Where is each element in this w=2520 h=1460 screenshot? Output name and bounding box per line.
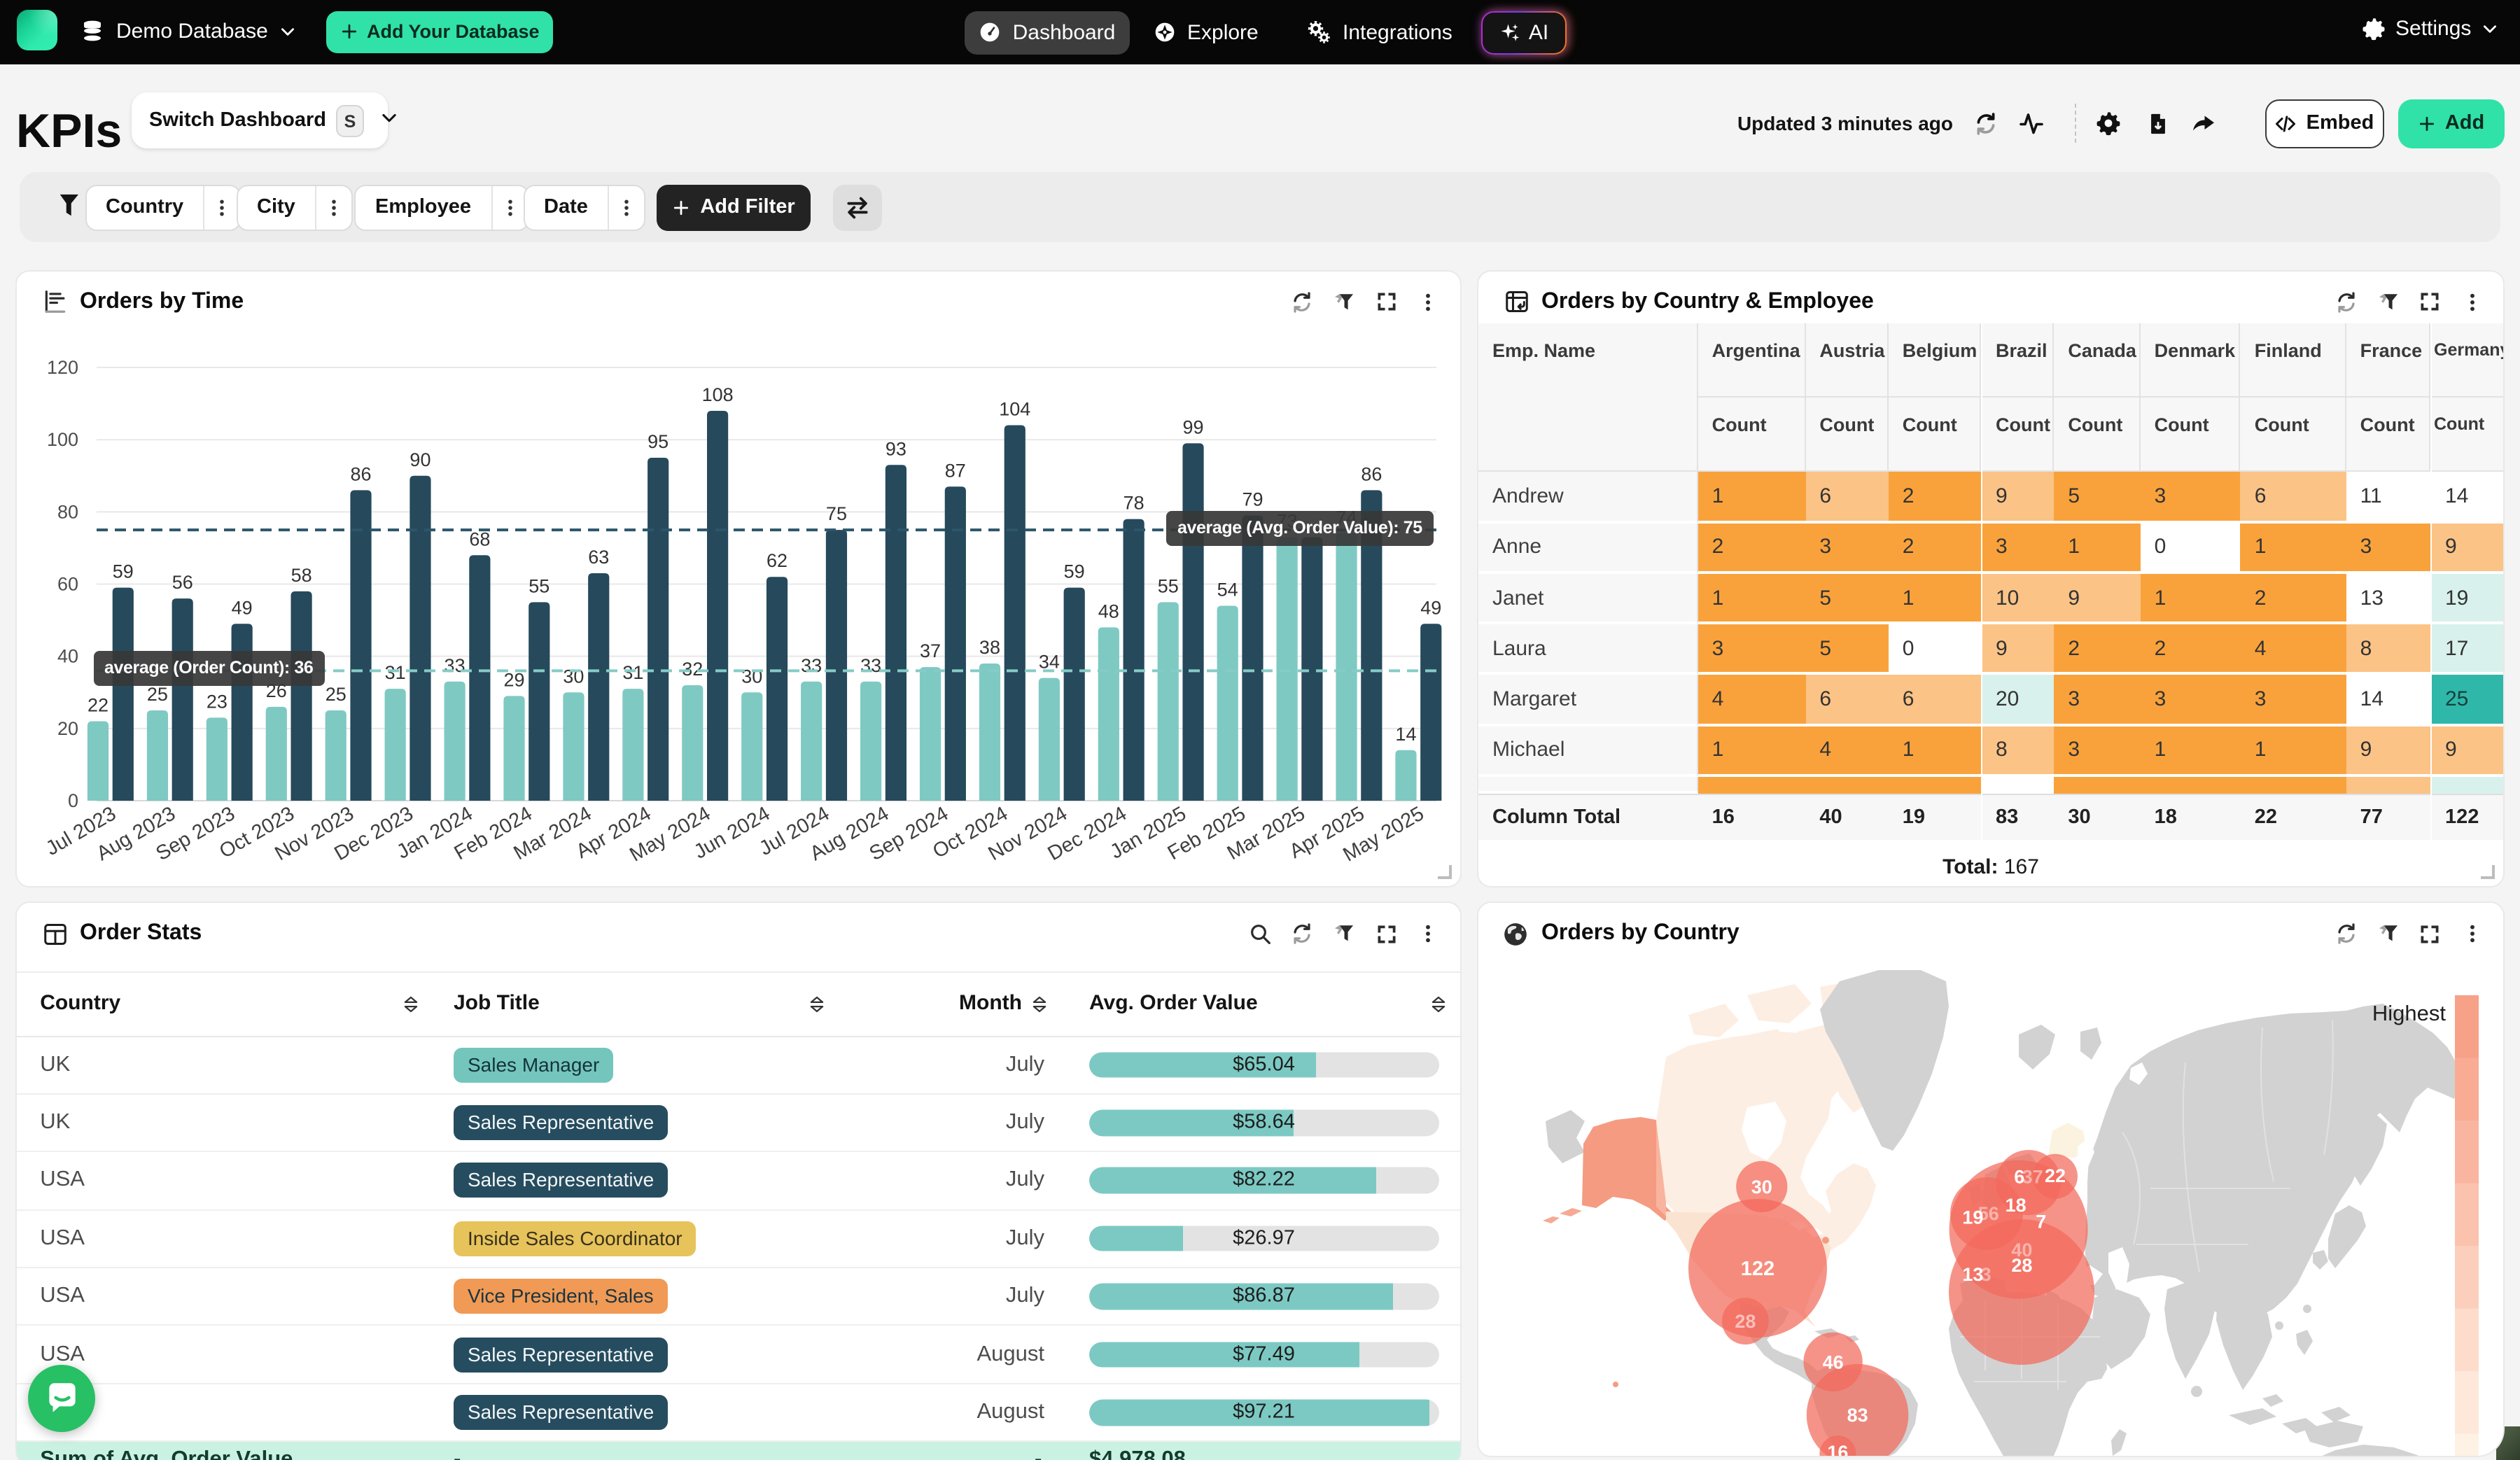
svg-text:120: 120: [47, 356, 78, 377]
svg-text:80: 80: [57, 500, 78, 521]
svg-text:63: 63: [588, 546, 609, 567]
svg-text:28: 28: [1735, 1311, 1756, 1332]
svg-text:13: 13: [1962, 1264, 1983, 1285]
svg-text:55: 55: [1158, 575, 1179, 596]
svg-text:25: 25: [147, 683, 168, 704]
svg-text:54: 54: [1217, 578, 1238, 599]
svg-text:49: 49: [232, 596, 253, 617]
svg-text:29: 29: [503, 668, 524, 689]
svg-text:68: 68: [469, 528, 490, 549]
svg-text:14: 14: [1395, 723, 1416, 744]
svg-text:40: 40: [2011, 1240, 2032, 1261]
svg-text:6: 6: [2014, 1166, 2024, 1187]
svg-text:34: 34: [1039, 651, 1060, 672]
svg-text:62: 62: [766, 549, 788, 570]
svg-text:3: 3: [1981, 1264, 1991, 1285]
svg-text:86: 86: [1361, 463, 1382, 484]
svg-text:79: 79: [1242, 489, 1263, 510]
svg-text:86: 86: [350, 463, 371, 484]
svg-text:31: 31: [385, 661, 406, 682]
svg-text:104: 104: [999, 398, 1030, 419]
svg-text:20: 20: [57, 717, 78, 738]
svg-text:56: 56: [172, 571, 193, 592]
svg-text:87: 87: [945, 459, 966, 480]
svg-text:7: 7: [2036, 1212, 2046, 1233]
svg-text:37: 37: [2022, 1166, 2043, 1187]
svg-text:46: 46: [1823, 1352, 1844, 1373]
svg-text:22: 22: [2045, 1165, 2066, 1186]
svg-text:49: 49: [1420, 596, 1441, 617]
svg-text:Highest: Highest: [2372, 1001, 2446, 1025]
svg-text:0: 0: [68, 789, 78, 810]
svg-text:32: 32: [682, 658, 703, 679]
svg-text:58: 58: [291, 564, 312, 585]
svg-text:95: 95: [648, 430, 668, 451]
svg-text:93: 93: [886, 437, 906, 458]
svg-text:90: 90: [410, 449, 430, 470]
svg-text:25: 25: [326, 683, 346, 704]
svg-text:55: 55: [528, 575, 550, 596]
svg-text:30: 30: [563, 665, 584, 686]
svg-text:37: 37: [920, 640, 941, 661]
svg-text:33: 33: [860, 654, 881, 675]
svg-text:122: 122: [1741, 1258, 1774, 1280]
svg-text:31: 31: [622, 661, 643, 682]
svg-text:59: 59: [1064, 561, 1085, 582]
svg-text:60: 60: [57, 573, 78, 594]
svg-text:75: 75: [826, 503, 847, 524]
svg-text:48: 48: [1098, 600, 1119, 621]
svg-text:30: 30: [1751, 1177, 1772, 1198]
svg-text:83: 83: [1847, 1405, 1868, 1426]
svg-text:19: 19: [1962, 1207, 1983, 1228]
svg-text:33: 33: [801, 654, 822, 675]
svg-text:16: 16: [1827, 1442, 1848, 1457]
svg-text:59: 59: [113, 561, 134, 582]
svg-text:30: 30: [741, 665, 762, 686]
svg-text:23: 23: [206, 690, 227, 711]
svg-text:56: 56: [1978, 1203, 1999, 1224]
svg-text:108: 108: [702, 384, 734, 405]
svg-text:40: 40: [57, 645, 78, 666]
svg-text:28: 28: [2011, 1255, 2032, 1276]
svg-text:18: 18: [2005, 1195, 2026, 1216]
svg-text:99: 99: [1183, 416, 1204, 437]
svg-text:78: 78: [1124, 492, 1144, 513]
svg-text:38: 38: [979, 636, 1000, 657]
svg-text:22: 22: [88, 694, 108, 715]
svg-text:33: 33: [444, 654, 465, 675]
svg-text:100: 100: [47, 428, 78, 449]
